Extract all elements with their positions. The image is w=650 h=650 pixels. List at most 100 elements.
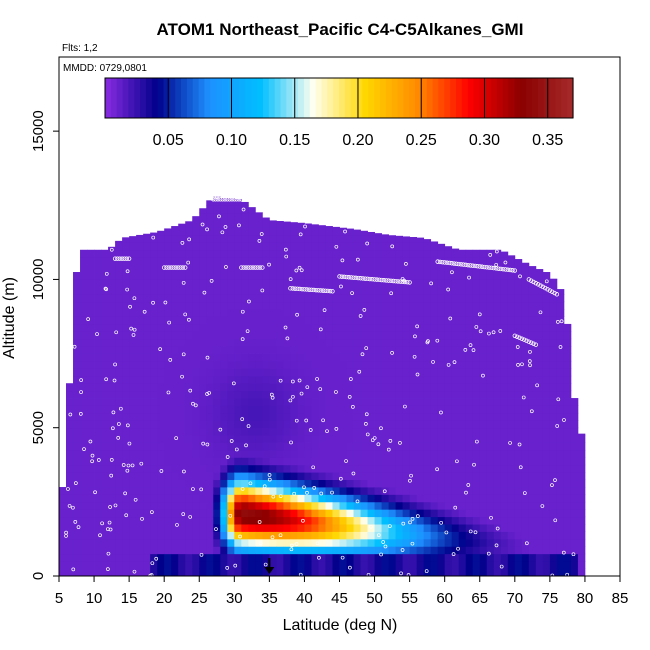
flight-point — [193, 403, 198, 408]
heatmap-cell — [479, 412, 488, 421]
heatmap-cell — [332, 338, 340, 347]
flight-point — [79, 390, 83, 394]
heatmap-cell — [213, 346, 221, 354]
heatmap-cell — [444, 427, 453, 436]
heatmap-cell — [178, 449, 186, 458]
heatmap-cell — [472, 264, 481, 273]
x-axis: 5 10 15 20 25 30 35 40 45 50 55 60 65 70 75 80 85 — [55, 576, 628, 607]
heatmap-cell — [479, 524, 488, 532]
heatmap-cell — [451, 353, 460, 362]
heatmap-cell — [311, 479, 319, 488]
heatmap-cell — [283, 234, 291, 243]
heatmap-cell — [486, 272, 495, 280]
flight-point — [114, 330, 119, 335]
heatmap-cell — [528, 427, 537, 436]
heatmap-cell — [255, 212, 263, 221]
heatmap-cell — [325, 561, 333, 569]
colorbar-cell — [473, 78, 480, 118]
heatmap-cell — [556, 487, 565, 495]
flight-point — [316, 288, 321, 293]
heatmap-cell — [283, 568, 291, 576]
heatmap-cell — [129, 427, 137, 436]
heatmap-cell — [178, 301, 186, 310]
heatmap-cell — [409, 294, 418, 303]
heatmap-cell — [101, 338, 109, 347]
heatmap-cell — [542, 442, 551, 451]
heatmap-cell — [178, 538, 186, 547]
heatmap-cell — [80, 353, 88, 362]
heatmap-cell — [570, 531, 579, 540]
heatmap-cell — [458, 561, 467, 569]
flight-point — [315, 541, 320, 546]
heatmap-cell — [514, 494, 523, 503]
heatmap-cell — [234, 294, 242, 303]
heatmap-cell — [150, 531, 158, 540]
flight-point — [125, 269, 130, 274]
heatmap-cell — [500, 457, 509, 466]
flight-point — [124, 256, 129, 261]
flight-point — [80, 238, 85, 244]
heatmap-cell — [451, 487, 460, 495]
heatmap-cell — [402, 538, 411, 547]
heatmap-cell — [136, 360, 144, 369]
heatmap-cell — [458, 316, 467, 325]
heatmap-cell — [213, 257, 221, 265]
heatmap-cell — [171, 472, 179, 481]
heatmap-cell — [395, 331, 404, 340]
heatmap-cell — [304, 412, 312, 421]
colorbar-cell — [280, 78, 287, 118]
flight-point — [364, 412, 369, 417]
x-tick-label: 35 — [261, 590, 278, 607]
heatmap-cell — [458, 568, 467, 576]
colorbar-cell — [321, 78, 328, 118]
heatmap-cell — [437, 331, 446, 340]
heatmap-cell — [87, 279, 95, 288]
heatmap-cell — [108, 561, 116, 569]
heatmap-cell — [94, 301, 102, 310]
heatmap-cell — [227, 398, 235, 406]
heatmap-cell — [542, 316, 551, 325]
heatmap-cell — [479, 561, 488, 569]
heatmap-cell — [269, 272, 277, 280]
flight-point — [550, 573, 555, 576]
heatmap-cell — [80, 479, 88, 488]
x-tick-label: 15 — [121, 590, 138, 607]
heatmap-cell — [542, 546, 551, 555]
heatmap-cell — [444, 561, 453, 569]
heatmap-cell — [374, 316, 382, 325]
heatmap-cell — [332, 234, 340, 243]
heatmap-cell — [486, 479, 495, 488]
heatmap-cell — [94, 375, 102, 384]
heatmap-cell — [381, 398, 389, 406]
heatmap-cell — [297, 294, 305, 303]
heatmap-cell — [451, 264, 460, 273]
heatmap-cell — [206, 487, 214, 495]
heatmap-cell — [346, 309, 354, 317]
heatmap-cell — [80, 264, 88, 273]
heatmap-cell — [276, 457, 284, 466]
heatmap-cell — [451, 368, 460, 377]
heatmap-cell — [374, 234, 382, 243]
heatmap-cell — [129, 279, 137, 288]
heatmap-cell — [311, 546, 319, 555]
heatmap-cell — [388, 242, 396, 251]
heatmap-cell — [528, 405, 537, 414]
heatmap-cell — [157, 257, 165, 265]
heatmap-cell — [332, 538, 340, 547]
heatmap-cell — [528, 531, 537, 540]
heatmap-cell — [388, 398, 396, 406]
heatmap-cell — [325, 331, 333, 340]
flight-point — [159, 469, 164, 473]
heatmap-cell — [332, 509, 340, 518]
flight-point — [166, 390, 171, 395]
heatmap-cell — [458, 516, 467, 525]
heatmap-cell — [143, 242, 151, 251]
heatmap-cell — [199, 561, 207, 569]
heatmap-cell — [500, 353, 509, 362]
heatmap-cell — [73, 420, 81, 429]
heatmap-cell — [311, 294, 319, 303]
heatmap-cell — [157, 242, 165, 251]
heatmap-cell — [479, 501, 488, 510]
heatmap-cell — [115, 257, 123, 265]
x-tick-label: 25 — [191, 590, 208, 607]
